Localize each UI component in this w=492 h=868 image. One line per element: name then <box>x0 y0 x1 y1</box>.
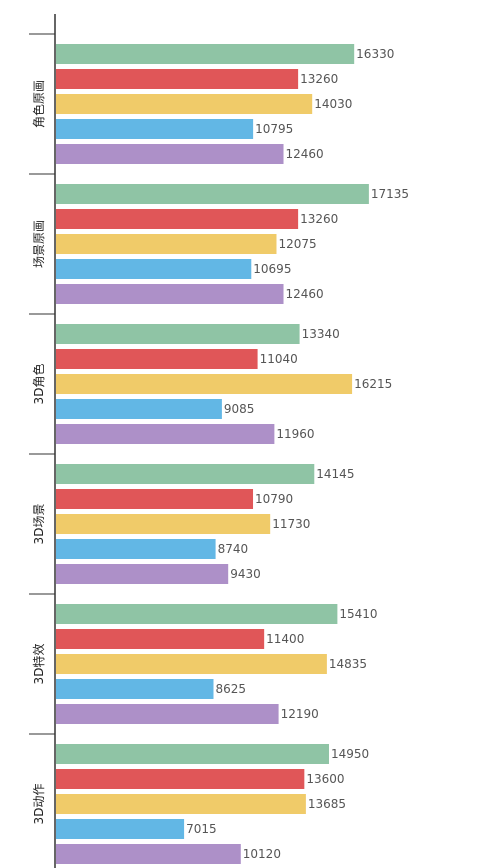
data-label: 8625 <box>215 682 246 696</box>
data-label: 13260 <box>300 212 338 226</box>
data-label: 10795 <box>255 122 293 136</box>
bar <box>56 424 275 444</box>
data-label: 12075 <box>278 237 316 251</box>
bar <box>56 69 299 89</box>
data-label: 13600 <box>306 772 344 786</box>
bar <box>56 654 327 674</box>
bar <box>56 324 300 344</box>
data-label: 10790 <box>255 492 293 506</box>
data-label: 9085 <box>224 402 255 416</box>
bar <box>56 119 254 139</box>
bar <box>56 464 315 484</box>
data-label: 14835 <box>329 657 367 671</box>
bar <box>56 144 284 164</box>
bar <box>56 819 185 839</box>
data-label: 13340 <box>302 327 340 341</box>
bar <box>56 514 271 534</box>
data-label: 17135 <box>371 187 409 201</box>
category-label: 场景原画 <box>32 220 46 268</box>
bar <box>56 769 305 789</box>
bar <box>56 349 258 369</box>
data-label: 11400 <box>266 632 304 646</box>
bar <box>56 184 369 204</box>
bar <box>56 604 338 624</box>
category-label: 3D场景 <box>32 504 46 545</box>
bar <box>56 794 306 814</box>
bar <box>56 679 214 699</box>
category-label: 角色原画 <box>32 80 46 128</box>
category-label: 3D动作 <box>32 784 46 825</box>
data-label: 9430 <box>230 567 261 581</box>
bar <box>56 539 216 559</box>
axis-layer <box>29 14 56 868</box>
bar <box>56 489 254 509</box>
data-label: 10120 <box>243 847 281 861</box>
data-label: 14950 <box>331 747 369 761</box>
data-label: 14030 <box>314 97 352 111</box>
bars-layer <box>56 44 369 864</box>
bar <box>56 704 279 724</box>
data-label: 8740 <box>218 542 249 556</box>
bar <box>56 629 265 649</box>
category-label: 3D角色 <box>32 364 46 405</box>
bar <box>56 94 313 114</box>
data-label: 16215 <box>354 377 392 391</box>
data-label: 11040 <box>260 352 298 366</box>
data-label: 12460 <box>286 147 324 161</box>
bar <box>56 259 252 279</box>
bar <box>56 44 355 64</box>
category-label: 3D特效 <box>31 644 46 685</box>
data-label: 11730 <box>272 517 310 531</box>
data-label: 13685 <box>308 797 346 811</box>
bar <box>56 209 299 229</box>
data-label: 14145 <box>316 467 354 481</box>
data-label: 13260 <box>300 72 338 86</box>
data-label: 11960 <box>276 427 314 441</box>
bar <box>56 374 353 394</box>
data-label: 10695 <box>253 262 291 276</box>
bar <box>56 234 277 254</box>
data-label: 7015 <box>186 822 217 836</box>
data-label: 12460 <box>286 287 324 301</box>
bar <box>56 844 241 864</box>
labels-layer: 角色原画 16330 13260 14030 10795 12460 场景原画 17135 13… <box>31 47 409 861</box>
bar <box>56 564 229 584</box>
data-label: 16330 <box>356 47 394 61</box>
data-label: 15410 <box>339 607 377 621</box>
bar <box>56 284 284 304</box>
bar <box>56 399 222 419</box>
bar <box>56 744 329 764</box>
data-label: 12190 <box>281 707 319 721</box>
